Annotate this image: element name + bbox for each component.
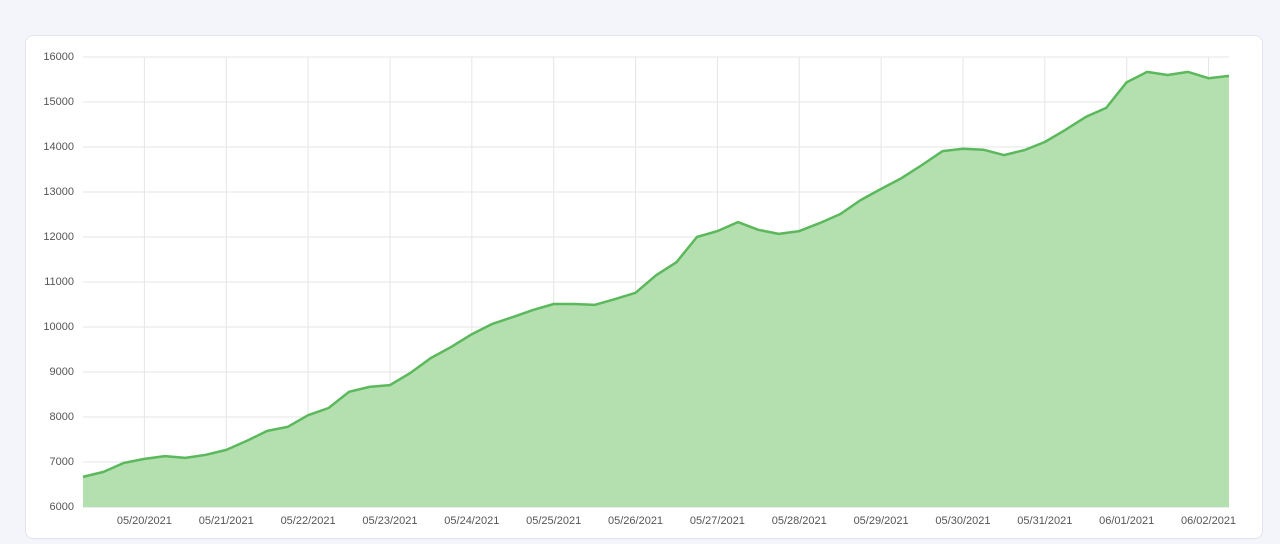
x-tick-label: 05/27/2021 [690,515,745,527]
x-tick-label: 05/24/2021 [444,515,499,527]
x-tick-label: 05/20/2021 [117,515,172,527]
x-tick-label: 05/25/2021 [526,515,581,527]
y-tick-label: 6000 [50,501,74,513]
x-tick-label: 05/30/2021 [935,515,990,527]
y-tick-label: 11000 [44,276,74,288]
y-tick-label: 16000 [43,51,74,63]
line [82,70,1230,479]
y-tick-label: 9000 [50,366,74,378]
y-tick-label: 14000 [43,141,74,153]
x-tick-label: 05/26/2021 [608,515,663,527]
x-tick-label: 06/02/2021 [1181,515,1236,527]
x-tick-label: 05/23/2021 [362,515,417,527]
area-fill [83,71,1229,508]
x-tick-label: 05/29/2021 [854,515,909,527]
x-tick-label: 06/01/2021 [1099,515,1154,527]
x-tick-label: 05/21/2021 [199,515,254,527]
y-tick-label: 7000 [50,456,74,468]
y-tick-label: 8000 [50,411,74,423]
y-tick-label: 13000 [43,186,74,198]
x-tick-label: 05/31/2021 [1017,515,1072,527]
y-tick-label: 15000 [43,96,74,108]
y-tick-label: 10000 [43,321,74,333]
y-tick-label: 12000 [43,231,74,243]
x-tick-label: 05/28/2021 [772,515,827,527]
x-tick-label: 05/22/2021 [281,515,336,527]
